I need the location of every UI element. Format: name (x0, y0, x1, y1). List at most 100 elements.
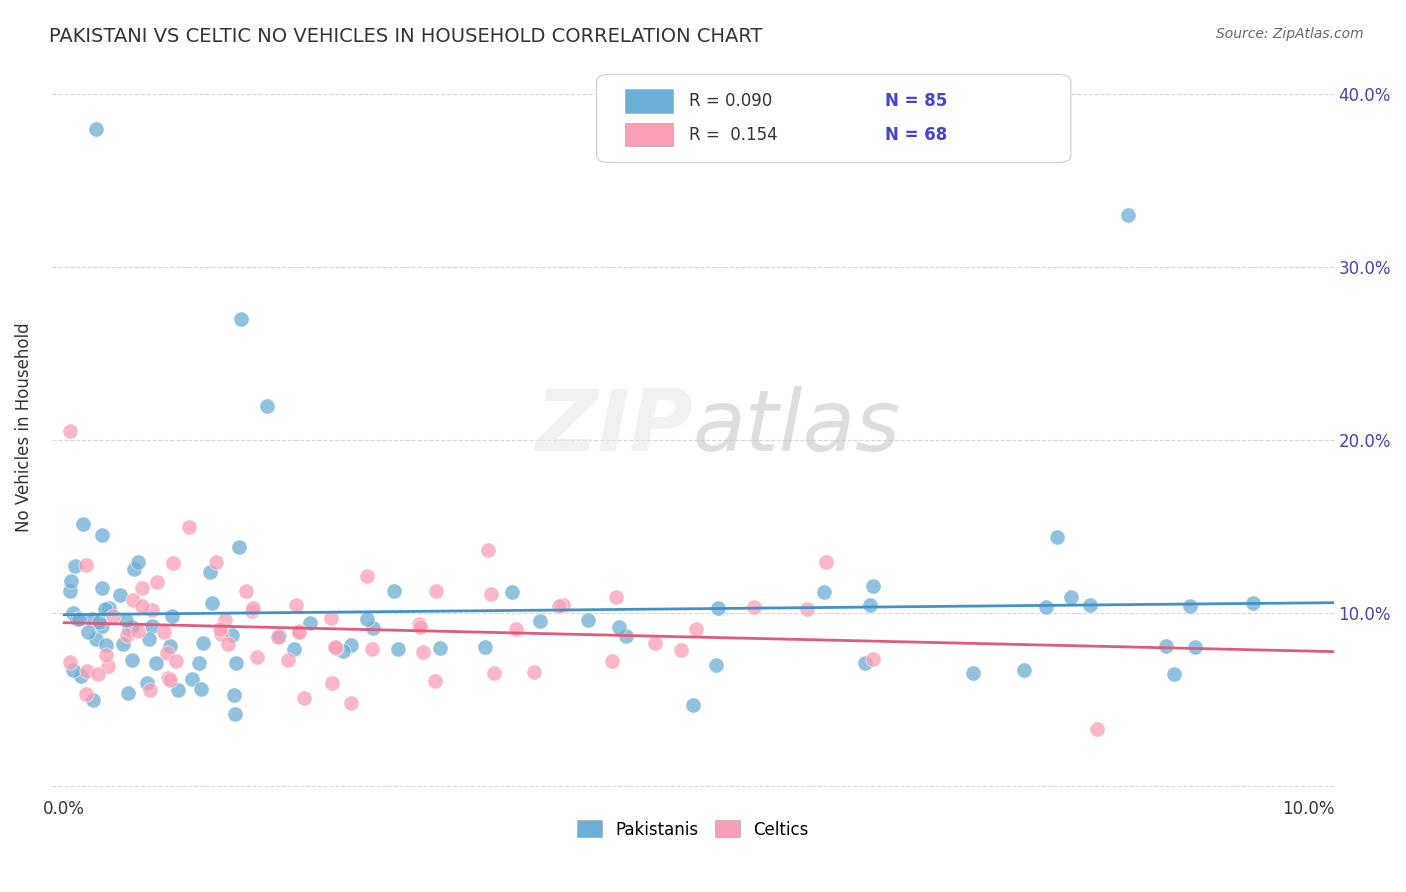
Point (682, 698, 704, 713)
Point (1184, 640, 1206, 654)
Point (141, 603, 163, 617)
FancyBboxPatch shape (596, 74, 1071, 162)
Point (201, 596, 224, 610)
Point (425, 583, 447, 598)
Point (256, 399, 278, 413)
Point (75, 558, 97, 572)
Point (221, 628, 243, 642)
Point (242, 604, 264, 618)
Point (1035, 600, 1057, 615)
Point (408, 617, 430, 632)
Point (962, 665, 984, 680)
Point (94, 648, 117, 662)
Text: N = 68: N = 68 (884, 126, 948, 144)
Point (298, 616, 321, 631)
Point (277, 652, 299, 666)
Point (84, 632, 107, 647)
Point (122, 562, 145, 576)
Point (209, 627, 232, 641)
Point (704, 658, 727, 673)
Point (224, 707, 246, 722)
Point (283, 642, 305, 657)
Point (474, 640, 496, 654)
Point (321, 675, 343, 690)
Point (214, 613, 236, 627)
Point (115, 628, 138, 642)
Point (853, 656, 876, 670)
Point (340, 638, 363, 652)
Point (200, 565, 222, 579)
Text: ZIP: ZIP (536, 385, 693, 468)
Point (859, 599, 882, 613)
Point (138, 632, 160, 647)
Point (59, 655, 82, 669)
Point (82, 612, 104, 626)
Point (235, 584, 257, 599)
Point (117, 686, 139, 700)
Point (87, 666, 110, 681)
Point (412, 645, 434, 659)
Point (108, 589, 131, 603)
Point (90, 618, 112, 632)
Point (361, 621, 384, 635)
Point (59, 583, 82, 598)
Point (217, 637, 239, 651)
Point (224, 689, 246, 703)
Point (505, 622, 527, 636)
Point (112, 636, 135, 650)
Point (62, 663, 84, 677)
Point (685, 623, 707, 637)
Text: Source: ZipAtlas.com: Source: ZipAtlas.com (1216, 27, 1364, 41)
Point (145, 656, 167, 670)
Point (356, 569, 378, 583)
Point (228, 540, 250, 554)
Point (76, 664, 98, 678)
Point (156, 671, 179, 685)
Point (360, 642, 382, 657)
Point (269, 629, 291, 643)
Point (600, 654, 623, 668)
Point (225, 657, 247, 671)
Point (529, 615, 551, 629)
Point (127, 624, 149, 638)
Point (66, 612, 89, 626)
Point (77, 624, 100, 639)
Point (127, 556, 149, 570)
Point (1085, 722, 1108, 736)
Point (547, 599, 569, 613)
Point (288, 624, 311, 639)
Legend: Pakistanis, Celtics: Pakistanis, Celtics (569, 814, 815, 846)
Point (122, 593, 145, 607)
Point (325, 641, 347, 656)
Point (209, 622, 232, 636)
Point (815, 555, 838, 569)
Point (482, 666, 505, 681)
Text: PAKISTANI VS CELTIC NO VEHICLES IN HOUSEHOLD CORRELATION CHART: PAKISTANI VS CELTIC NO VEHICLES IN HOUSE… (49, 27, 762, 45)
Point (607, 620, 630, 634)
Point (1154, 639, 1177, 653)
Point (551, 598, 574, 612)
Point (121, 620, 143, 634)
Point (501, 585, 523, 599)
Point (62, 606, 84, 620)
Point (97, 658, 120, 673)
Point (87, 615, 110, 630)
Point (97, 600, 120, 615)
Point (1046, 530, 1069, 544)
Point (191, 636, 214, 650)
Point (75, 687, 97, 701)
Point (153, 625, 176, 640)
Point (94, 638, 117, 652)
Point (205, 555, 228, 569)
Point (138, 682, 160, 697)
Point (319, 611, 342, 625)
Point (167, 683, 190, 698)
Point (285, 598, 308, 612)
Point (118, 623, 141, 637)
Point (229, 312, 252, 326)
Point (242, 601, 264, 615)
Point (59, 425, 82, 439)
Point (59, 574, 82, 588)
Point (162, 556, 184, 570)
Point (91, 528, 114, 542)
